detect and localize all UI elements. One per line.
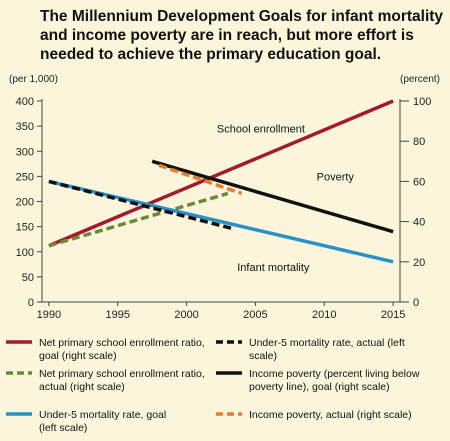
left-tick-label: 0 xyxy=(28,297,34,309)
x-tick-label: 2010 xyxy=(312,309,336,321)
x-tick-label: 2005 xyxy=(243,309,267,321)
legend-label-1: Net primary school enrollment ratio, goal… xyxy=(39,337,205,362)
legend-label-2: Net primary school enrollment ratio, actu… xyxy=(39,368,205,393)
chart-title-line-2: and income poverty are in reach, but mor… xyxy=(40,27,414,44)
right-tick-label: 60 xyxy=(413,176,425,188)
chart-title-line-3: needed to achieve the primary education … xyxy=(40,46,381,63)
right-tick-label: 0 xyxy=(413,297,419,309)
left-tick-label: 300 xyxy=(16,146,34,158)
series-annotation-1: School enrollment xyxy=(217,124,305,136)
series-annotations: School enrollment Poverty Infant mortality xyxy=(217,124,355,274)
series-line-6 xyxy=(158,163,243,196)
left-tick-label: 100 xyxy=(16,247,34,259)
series-line-5 xyxy=(151,159,394,234)
x-tick-label: 1995 xyxy=(105,309,129,321)
left-tick-label: 200 xyxy=(16,197,34,209)
series-line-3 xyxy=(48,179,394,264)
series-annotation-2: Poverty xyxy=(317,171,355,183)
series-lines xyxy=(48,99,394,264)
right-tick-label: 20 xyxy=(413,257,425,269)
left-tick-label: 250 xyxy=(16,171,34,183)
left-tick-label: 350 xyxy=(16,121,34,133)
axes: 0 50 100 150 200 250 300 350 400 0 20 40 60 80 100 1990… xyxy=(16,96,432,321)
left-axis-unit: (per 1,000) xyxy=(9,74,58,85)
legend-label-6: Income poverty, actual (right scale) xyxy=(249,409,412,421)
right-tick-label: 40 xyxy=(413,217,425,229)
x-tick-label: 2000 xyxy=(174,309,198,321)
chart-title: The Millennium Development Goals for inf… xyxy=(40,8,443,63)
series-annotation-3: Infant mortality xyxy=(237,262,310,274)
axis-units: (per 1,000) (percent) xyxy=(9,74,440,85)
legend-label-5: Income poverty (percent living below pove… xyxy=(249,368,420,393)
series-line-2 xyxy=(48,191,229,248)
right-tick-label: 100 xyxy=(413,96,431,108)
right-axis-unit: (percent) xyxy=(400,74,440,85)
chart-title-line-1: The Millennium Development Goals for inf… xyxy=(40,8,443,25)
series-line-4 xyxy=(48,179,236,231)
legend: Net primary school enrollment ratio, goal… xyxy=(6,337,420,434)
left-tick-label: 50 xyxy=(22,272,34,284)
left-tick-label: 400 xyxy=(16,96,34,108)
right-tick-label: 80 xyxy=(413,136,425,148)
x-tick-label: 2015 xyxy=(381,309,405,321)
legend-label-3: Under-5 mortality rate, goal (left scale) xyxy=(39,409,166,434)
series-line-1 xyxy=(48,99,394,248)
x-tick-label: 1990 xyxy=(37,309,61,321)
legend-label-4: Under-5 mortality rate, actual (left scal… xyxy=(249,337,405,362)
left-tick-label: 150 xyxy=(16,222,34,234)
